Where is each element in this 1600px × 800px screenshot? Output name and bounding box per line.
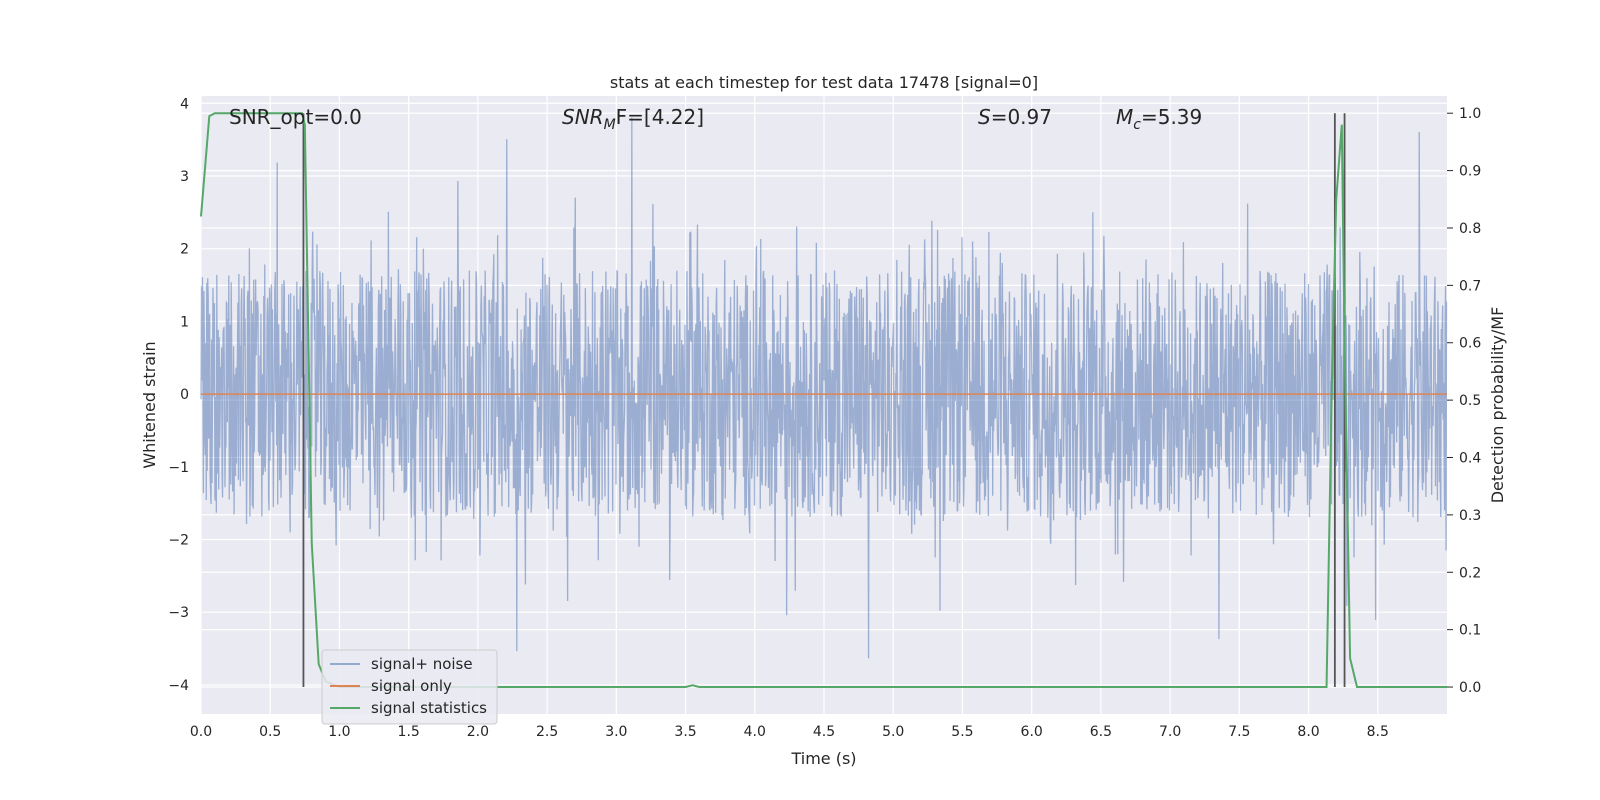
x-tick-label: 1.5 [398,724,420,740]
legend-label-noise: signal+ noise [371,655,473,673]
x-tick-label: 0.5 [259,724,281,740]
noise-trace [200,117,1448,659]
x-tick-label: 6.5 [1090,724,1112,740]
snr-mf-rest: F=[4.22] [616,105,704,129]
annotation-mc: Mc=5.39 [1116,105,1202,133]
x-tick-label: 5.5 [951,724,973,740]
signal-noise-series [200,117,1448,659]
x-tick-label: 5.0 [882,724,904,740]
y-tick-label: 0 [180,387,189,403]
annotation-snr-opt: SNR_opt=0.0 [229,105,362,129]
vertical-markers [302,113,1346,688]
y-tick-label: −1 [168,460,189,476]
mc-sub: c [1133,117,1141,133]
y-right-tick-label: 0.2 [1459,565,1481,581]
legend: signal+ noise signal only signal statist… [321,649,498,725]
x-tick-label: 8.5 [1367,724,1389,740]
legend-label-signal: signal only [371,677,452,695]
y-tick-label: 2 [180,242,189,258]
mc-rest: =5.39 [1141,105,1202,129]
y-right-tick-labels: 1.0 0.9 0.8 0.7 0.6 0.5 0.4 0.3 0.2 0.1 0.0 [1459,106,1481,696]
y-tick-label: 4 [180,96,189,112]
x-tick-label: 2.0 [467,724,489,740]
x-tick-label: 3.5 [674,724,696,740]
y-right-tick-label: 0.4 [1459,451,1481,467]
x-axis-label: Time (s) [790,749,856,768]
y-gridlines [201,102,1447,686]
y-right-tick-label: 0.3 [1459,508,1481,524]
annotation-snr-mf: SNRMF=[4.22] [562,105,704,133]
y-tick-label: −4 [168,678,189,694]
x-tick-label: 1.0 [328,724,350,740]
s-rest: =0.97 [991,105,1052,129]
legend-label-stats: signal statistics [371,699,487,717]
x-tick-labels: 0.0 0.5 1.0 1.5 2.0 2.5 3.0 3.5 4.0 4.5 5.0 5.5 6.0 6… [190,724,1389,740]
mc-var: M [1116,105,1133,129]
y-tick-label: 3 [180,169,189,185]
snr-mf-sub: M [604,117,616,133]
x-tick-label: 2.5 [536,724,558,740]
y-right-tick-label: 0.6 [1459,336,1481,352]
y-tick-label: −3 [168,605,189,621]
x-tick-label: 4.0 [744,724,766,740]
y-right-tick-label: 1.0 [1459,106,1481,122]
x-tick-label: 7.5 [1228,724,1250,740]
y-tick-label: 1 [180,314,189,330]
y-tick-labels: 4 3 2 1 0 −1 −2 −3 −4 [168,96,189,694]
chart-title: stats at each timestep for test data 174… [610,73,1038,92]
y-right-axis-label: Detection probability/MF [1488,307,1507,504]
signal-statistics-series [200,112,1447,689]
y-right-tick-label: 0.8 [1459,221,1481,237]
y-right-tick-label: 0.5 [1459,393,1481,409]
x-tick-label: 3.0 [605,724,627,740]
y-right-tick-label: 0.0 [1459,680,1481,696]
y-right-tick-label: 0.7 [1459,278,1481,294]
x-tick-label: 7.0 [1159,724,1181,740]
y-axis-label: Whitened strain [140,341,159,468]
snr-mf-var: SNR [562,105,604,129]
x-tick-label: 4.5 [813,724,835,740]
y-tick-label: −2 [168,533,189,549]
x-tick-label: 8.0 [1297,724,1319,740]
legend-box [321,649,498,725]
x-tick-label: 0.0 [190,724,212,740]
y-right-tick-label: 0.9 [1459,164,1481,180]
s-var: S [978,105,991,129]
y-right-tick-label: 0.1 [1459,623,1481,639]
x-tick-label: 6.0 [1021,724,1043,740]
annotation-s: S=0.97 [978,105,1052,129]
